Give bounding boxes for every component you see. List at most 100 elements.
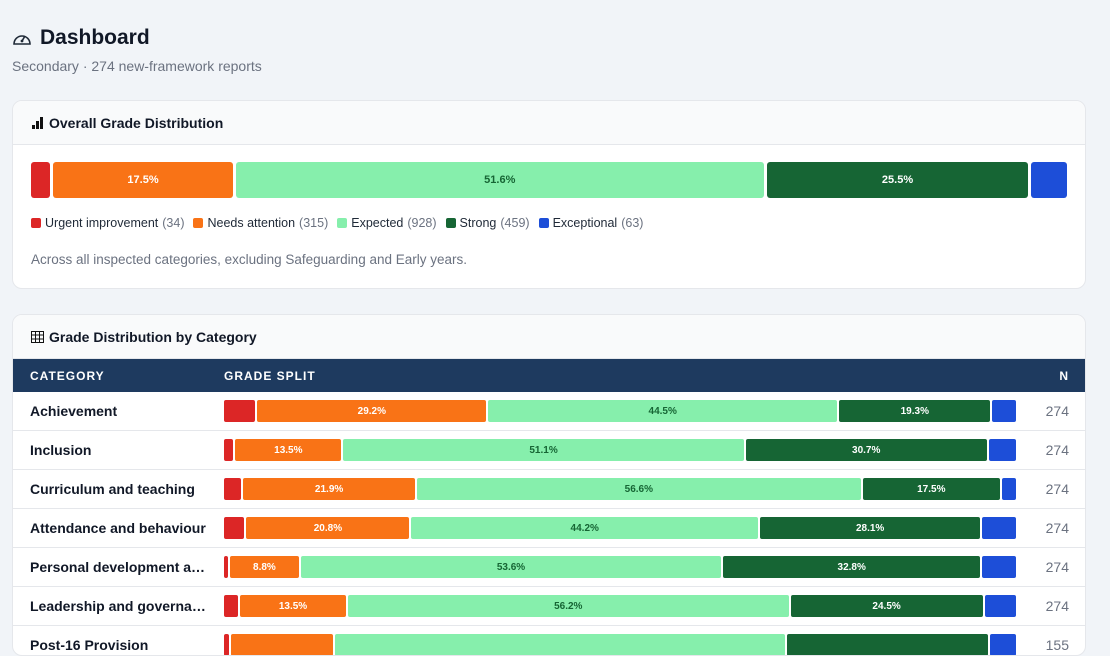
segment-label: 44.5% <box>648 405 677 417</box>
legend-label: Strong <box>459 216 497 230</box>
legend-item: Expected (928) <box>337 216 437 230</box>
grade-bar: 13.5% 51.1% 30.7% <box>224 439 1016 461</box>
bar-segment <box>984 595 1016 617</box>
segment-label: 56.6% <box>624 483 653 495</box>
segment-label: 20.8% <box>313 522 343 534</box>
bar-segment: 56.6% <box>416 478 861 500</box>
segment-label: 51.1% <box>529 444 558 456</box>
grade-bar: 8.8% 53.6% 32.8% <box>224 556 1016 578</box>
bar-segment: 24.5% <box>790 595 983 617</box>
legend-swatch <box>31 218 41 228</box>
bar-segment: 8.8% <box>229 556 299 578</box>
bar-segment <box>982 556 1016 578</box>
segment-label: 51.6% <box>484 174 516 186</box>
segment-label: 44.2% <box>570 522 599 534</box>
bar-segment <box>335 634 786 655</box>
category-name: Personal development a… <box>30 559 206 575</box>
legend-item: Strong (459) <box>445 216 530 230</box>
bar-segment <box>1031 162 1067 198</box>
row-count: 274 <box>1045 559 1069 575</box>
bar-segment <box>988 439 1016 461</box>
overall-card: Overall Grade Distribution 17.5% 51.6% 25.… <box>12 100 1086 289</box>
legend-count: (63) <box>621 216 644 230</box>
segment-label: 29.2% <box>357 405 386 417</box>
page: {"header": {"title": "Dashboard", "subti… <box>12 26 1086 656</box>
bar-segment: 20.8% <box>246 517 410 539</box>
segment-label: 17.5% <box>917 483 946 495</box>
segment-label: 8.8% <box>253 561 276 573</box>
bar-segment <box>982 517 1017 539</box>
bar-segment: 19.3% <box>839 400 991 422</box>
bar-segment: 44.5% <box>488 400 838 422</box>
bar-segment <box>224 439 234 461</box>
bar-segment <box>224 400 256 422</box>
segment-label: 21.9% <box>314 483 344 495</box>
legend-count: (34) <box>162 216 185 230</box>
table-body: Achievement 29.2% 44.5% 19.3% 274 Inclusion 13… <box>13 392 1085 655</box>
row-count: 274 <box>1045 598 1069 614</box>
table-header: CATEGORY GRADE SPLIT N <box>13 359 1085 392</box>
bar-segment <box>990 634 1016 655</box>
bar-segment: 32.8% <box>723 556 981 578</box>
legend-label: Urgent improvement <box>45 216 159 230</box>
card-header: Grade Distribution by Category <box>13 315 1085 359</box>
row-count: 274 <box>1045 442 1069 458</box>
bar-segment: 28.1% <box>760 517 981 539</box>
legend-label: Expected <box>351 216 404 230</box>
legend-label: Needs attention <box>207 216 296 230</box>
bar-segment: 51.6% <box>235 162 764 198</box>
grade-bar: 20.8% 44.2% 28.1% <box>224 517 1017 539</box>
legend-item: Needs attention (315) <box>193 216 328 230</box>
bar-segment: 44.2% <box>411 517 758 539</box>
bar-segment <box>224 517 245 539</box>
bar-segment: 13.5% <box>235 439 342 461</box>
legend-item: Urgent improvement (34) <box>31 216 184 230</box>
bar-segment <box>224 478 242 500</box>
dashboard-icon <box>13 35 31 45</box>
bar-segment <box>992 400 1016 422</box>
category-name: Achievement <box>30 403 118 419</box>
category-card: Grade Distribution by Category CATEGORY … <box>12 314 1086 656</box>
bar-segment <box>224 634 229 655</box>
legend-count: (928) <box>407 216 437 230</box>
grade-bar <box>224 634 1016 655</box>
bar-segment <box>787 634 989 655</box>
segment-label: 24.5% <box>872 600 901 612</box>
segment-label: 28.1% <box>855 522 885 534</box>
segment-label: 17.5% <box>127 174 159 186</box>
legend-swatch <box>193 218 204 228</box>
row-count: 274 <box>1045 520 1069 536</box>
bar-segment: 13.5% <box>240 595 346 617</box>
legend-swatch <box>445 218 456 228</box>
bar-segment: 21.9% <box>243 478 415 500</box>
segment-label: 13.5% <box>274 444 303 456</box>
bar-segment: 53.6% <box>300 556 722 578</box>
note: Across all inspected categories, excludi… <box>31 252 467 267</box>
overall-bar: 17.5% 51.6% 25.5% <box>31 162 1067 198</box>
category-name: Curriculum and teaching <box>30 481 195 497</box>
legend-item: Exceptional (63) <box>538 216 644 230</box>
table-row: Personal development a… 8.8% 53.6% 32.8% 274 <box>13 548 1085 587</box>
page-subtitle: Secondary · 274 new-framework reports <box>12 58 262 74</box>
segment-label: 32.8% <box>837 561 866 573</box>
category-name: Inclusion <box>30 442 92 458</box>
card-title: Overall Grade Distribution <box>49 114 224 131</box>
column-header: N <box>1059 369 1069 383</box>
bar-segment <box>224 595 239 617</box>
grade-bar: 29.2% 44.5% 19.3% <box>224 400 1016 422</box>
segment-label: 56.2% <box>554 600 583 612</box>
table-row: Post-16 Provision 155 <box>13 626 1085 655</box>
legend-swatch <box>337 218 348 228</box>
table-row: Attendance and behaviour 20.8% 44.2% 28.1% 2… <box>13 509 1085 548</box>
legend: Urgent improvement (34) Needs attention (31… <box>31 216 643 230</box>
segment-label: 30.7% <box>852 444 881 456</box>
grade-bar: 21.9% 56.6% 17.5% <box>224 478 1017 500</box>
legend-swatch <box>538 218 549 228</box>
column-header: CATEGORY <box>30 369 105 383</box>
bar-segment: 25.5% <box>766 162 1029 198</box>
dashboard: Dashboard Secondary · 274 new-framework … <box>12 26 1086 656</box>
card-header: Overall Grade Distribution <box>13 101 1085 145</box>
category-name: Post-16 Provision <box>30 637 149 653</box>
bar-segment <box>1001 478 1017 500</box>
bar-segment: 17.5% <box>862 478 1000 500</box>
